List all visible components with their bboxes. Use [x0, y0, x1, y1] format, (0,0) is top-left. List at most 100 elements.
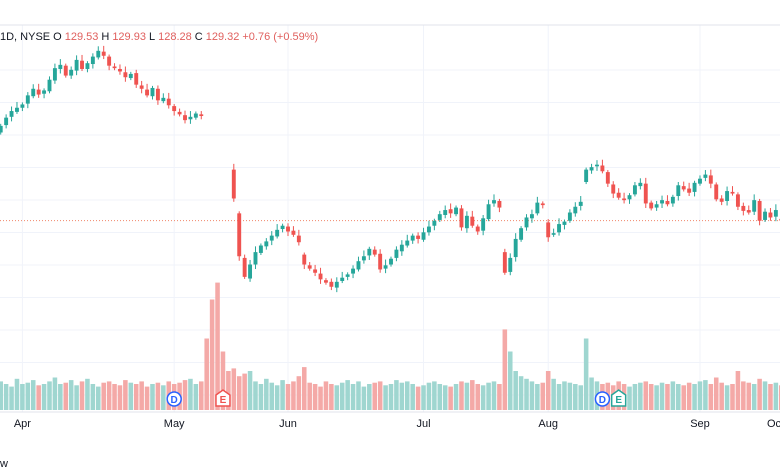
volume-bar — [296, 376, 302, 410]
candle-body — [529, 214, 534, 219]
candle-body — [763, 211, 767, 220]
candle-body — [725, 191, 730, 201]
volume-bar — [654, 385, 659, 410]
candle-body — [69, 69, 74, 76]
volume-bar — [491, 381, 497, 410]
event-label: D — [171, 395, 178, 406]
candle-body — [595, 164, 599, 167]
candle-body — [242, 257, 247, 277]
candle-body — [345, 274, 350, 277]
candle-body — [112, 66, 117, 69]
candle-body — [627, 195, 632, 200]
volume-bar — [36, 385, 41, 410]
high-label: H — [101, 31, 110, 43]
candle-body — [746, 210, 751, 213]
volume-bar — [459, 381, 464, 410]
candle-body — [654, 204, 659, 208]
candle-body — [302, 254, 307, 265]
candle-body — [426, 226, 431, 233]
volume-bar — [312, 384, 318, 410]
candle-body — [649, 202, 654, 209]
volume-bar — [676, 384, 681, 410]
earnings-marker: E — [215, 389, 231, 407]
earnings-marker: E — [610, 389, 627, 407]
volume-bar — [697, 381, 703, 410]
volume-bar — [58, 384, 63, 410]
candle-body — [90, 56, 95, 65]
volume-bar — [301, 367, 307, 410]
volume-bar — [545, 371, 551, 410]
candle-body — [372, 249, 377, 255]
x-axis: Apr May Jun Jul Aug Sep Oc — [14, 418, 780, 430]
candle-body — [687, 188, 692, 193]
volume-bar — [497, 384, 502, 410]
candle-body — [757, 200, 762, 221]
candle-body — [399, 244, 404, 252]
volume-bar — [681, 385, 686, 410]
volume-bar — [47, 381, 52, 410]
candle-body — [0, 125, 3, 133]
candle-body — [280, 225, 285, 230]
candle-body — [123, 72, 128, 78]
volume-bar — [507, 351, 513, 410]
volume-bar — [524, 378, 529, 410]
x-tick-label: May — [164, 418, 185, 430]
candle-body — [405, 240, 410, 246]
volume-bar — [323, 381, 329, 410]
candle-body — [481, 218, 486, 231]
candle-body — [622, 198, 627, 201]
high-value: 129.93 — [112, 31, 146, 43]
volume-bar — [133, 384, 139, 410]
volume-bar — [280, 380, 285, 410]
volume-bar — [209, 299, 215, 410]
candle-body — [15, 107, 19, 112]
volume-bar — [632, 384, 638, 410]
candle-body — [573, 206, 578, 214]
volume-bar — [14, 378, 20, 410]
volume-bar — [665, 384, 670, 410]
volume-bar — [751, 384, 757, 410]
candle-body — [486, 204, 491, 220]
volume-bars — [0, 282, 780, 410]
candle-body — [4, 117, 9, 126]
x-tick-label: Aug — [538, 418, 558, 430]
volume-bar — [713, 377, 719, 410]
x-tick-label: Apr — [14, 418, 31, 430]
volume-bar — [269, 382, 275, 410]
volume-bar — [529, 381, 535, 410]
candle-body — [660, 200, 664, 204]
candle-body — [611, 184, 616, 194]
candle-body — [329, 281, 334, 287]
volume-bar — [670, 381, 676, 410]
volume-bar — [741, 381, 746, 410]
candle-body — [752, 200, 757, 212]
volume-bar — [513, 371, 518, 410]
candle-body — [334, 281, 339, 288]
volume-bar — [562, 381, 567, 410]
candle-body — [313, 269, 318, 273]
candle-body — [578, 201, 583, 206]
volume-bar — [377, 381, 383, 410]
candle-body — [361, 256, 366, 261]
candle-body — [681, 186, 686, 190]
candle-body — [730, 191, 735, 194]
close-label: C — [194, 31, 203, 43]
candle-body — [383, 265, 388, 269]
volume-bar — [193, 384, 199, 410]
volume-bar — [578, 385, 584, 410]
change-value: +0.76 (+0.59%) — [242, 31, 319, 43]
volume-bar — [404, 381, 410, 410]
volume-bar — [567, 382, 573, 410]
volume-bar — [247, 371, 253, 410]
volume-bar — [334, 385, 340, 410]
candle-body — [605, 172, 610, 184]
candle-body — [643, 183, 648, 204]
candle-body — [47, 79, 52, 92]
volume-bar — [198, 381, 204, 410]
candle-body — [735, 194, 740, 207]
volume-bar — [648, 384, 654, 410]
volume-bar — [659, 382, 665, 410]
candle-body — [524, 217, 529, 228]
